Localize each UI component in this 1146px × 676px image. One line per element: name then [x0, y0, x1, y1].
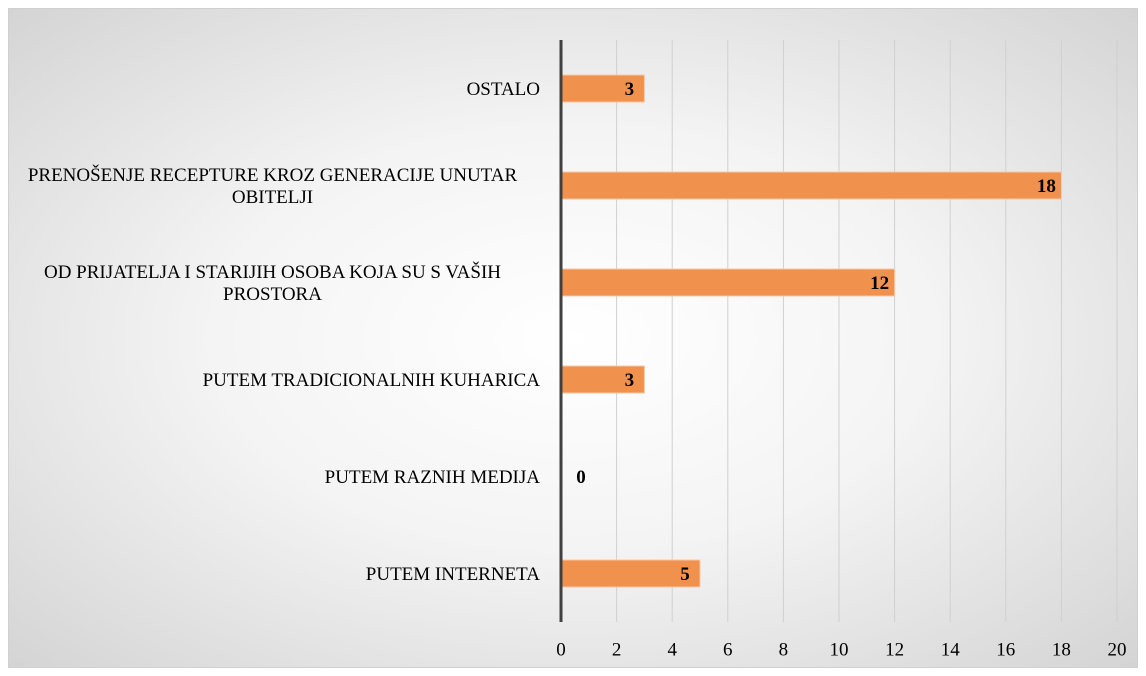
data-label: 18 [1037, 176, 1056, 197]
bar [560, 171, 1062, 200]
x-tick-label: 18 [1052, 639, 1071, 660]
y-tick-label: PUTEM RAZNIH MEDIJA [324, 466, 540, 488]
y-tick-label: OSTALO [466, 78, 540, 100]
x-tick-label: 2 [612, 639, 622, 660]
x-tick-label: 10 [830, 639, 849, 660]
x-tick-label: 20 [1108, 639, 1127, 660]
data-label: 0 [576, 467, 586, 488]
y-tick-label: PRENOŠENJE RECEPTURE KROZ GENERACIJE UNU… [27, 164, 518, 208]
data-label: 3 [625, 79, 635, 100]
bar [560, 268, 896, 297]
x-tick-label: 6 [723, 639, 733, 660]
x-tick-label: 0 [556, 639, 566, 660]
y-tick-label: PUTEM INTERNETA [365, 563, 540, 585]
y-tick-label: OD PRIJATELJA I STARIJIH OSOBA KOJA SU S… [43, 261, 502, 305]
y-tick-label: PUTEM TRADICIONALNIH KUHARICA [202, 369, 540, 391]
chart-area [8, 8, 1138, 668]
bar [560, 74, 645, 103]
data-label: 3 [625, 370, 635, 391]
x-tick-label: 12 [885, 639, 904, 660]
x-tick-label: 8 [779, 639, 789, 660]
bar [560, 559, 701, 588]
data-label: 5 [680, 564, 690, 585]
x-tick-label: 4 [667, 639, 677, 660]
x-tick-label: 16 [996, 639, 1015, 660]
data-label: 12 [870, 273, 889, 294]
x-tick-label: 14 [941, 639, 961, 660]
